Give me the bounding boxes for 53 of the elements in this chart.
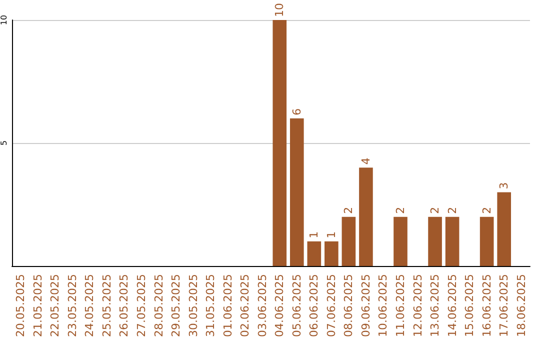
bar [290,118,304,266]
bar [342,216,356,266]
data-label: 10 [273,3,286,17]
x-tick-label: 13.06.2025 [428,274,442,338]
data-label: 2 [342,206,356,214]
x-tick-label: 11.06.2025 [394,274,407,338]
x-tick-label: 10.06.2025 [376,274,390,338]
bar [497,192,512,266]
x-tick-label: 14.06.2025 [446,274,459,338]
x-tick-label: 12.06.2025 [411,274,424,338]
x-tick-label: 26.05.2025 [118,274,131,338]
data-label: 1 [308,231,321,238]
x-tick-label: 18.06.2025 [514,274,528,338]
x-tick-label: 17.06.2025 [498,274,511,338]
x-tick-label: 22.05.2025 [48,274,62,338]
x-tick-label: 28.05.2025 [152,274,166,338]
bar [480,216,494,266]
x-tick-label: 15.06.2025 [463,274,476,338]
bar [445,216,460,266]
x-tick-label: 09.06.2025 [359,274,372,338]
x-tick-label: 16.06.2025 [480,274,494,338]
x-tick-label: 27.05.2025 [135,274,148,338]
bar [394,216,408,266]
x-tick-label: 20.05.2025 [14,274,28,338]
x-tick-label: 23.05.2025 [66,274,79,338]
x-tick-label: 01.06.2025 [221,274,234,338]
bar [428,216,442,266]
x-tick-label: 21.05.2025 [31,274,44,338]
x-tick-label: 03.06.2025 [256,274,269,338]
x-tick-label: 30.05.2025 [186,274,200,338]
x-tick-label: 07.06.2025 [324,274,338,338]
bar [324,241,338,266]
data-label: 3 [498,182,511,190]
y-tick-label: 5 [0,140,8,146]
data-label: 4 [359,158,372,165]
x-tick-label: 29.05.2025 [170,274,183,338]
data-label: 2 [446,206,459,214]
bar [359,168,373,266]
data-label: 1 [324,231,338,238]
x-tick-label: 06.06.2025 [308,274,321,338]
data-label: 2 [428,206,442,214]
x-tick-label: 31.05.2025 [204,274,218,338]
bar [272,20,287,266]
x-tick-label: 02.06.2025 [238,274,252,338]
data-label: 6 [290,108,304,116]
bar [307,241,322,266]
data-label: 2 [394,206,407,214]
x-tick-label: 05.06.2025 [290,274,304,338]
x-tick-label: 04.06.2025 [273,274,286,338]
data-label: 2 [480,206,494,214]
x-tick-label: 08.06.2025 [342,274,356,338]
x-tick-label: 24.05.2025 [83,274,96,338]
x-tick-label: 25.05.2025 [100,274,114,338]
